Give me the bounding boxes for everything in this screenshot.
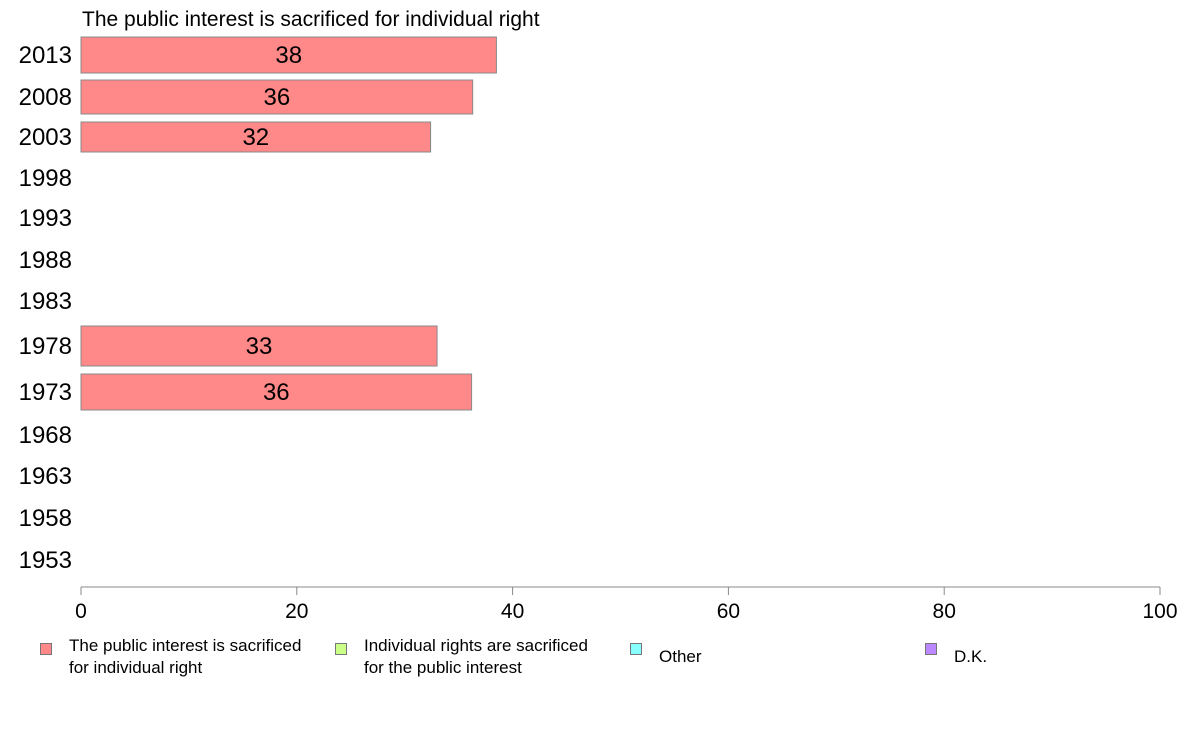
y-tick-label: 1958 (19, 505, 72, 532)
legend-item-dk: D.K. (925, 632, 987, 668)
bar-value-label: 36 (263, 379, 290, 406)
legend-label: The public interest is sacrificed for in… (69, 636, 302, 677)
legend-label: Other (659, 647, 702, 666)
y-tick-label: 1973 (19, 379, 72, 406)
legend-item-individual-rights-sacrificed: Individual rights are sacrificed for the… (335, 632, 588, 679)
y-tick-label: 1988 (19, 247, 72, 274)
x-tick-label: 0 (75, 600, 87, 623)
bar (80, 121, 432, 153)
x-tick-label: 60 (717, 600, 740, 623)
y-axis-ticks: 2013 2008 2003 1998 1993 1988 1983 1978 1973 1968… (19, 42, 72, 574)
y-tick-label: 1968 (19, 422, 72, 449)
y-tick-label: 1953 (19, 547, 72, 574)
bar-value-label: 32 (242, 124, 269, 151)
chart-title: The public interest is sacrificed for in… (82, 8, 540, 31)
legend-swatch (335, 643, 347, 655)
y-tick-label: 2003 (19, 124, 72, 151)
bar (80, 373, 473, 411)
x-tick-label: 80 (933, 600, 956, 623)
bar-value-label: 38 (275, 42, 302, 69)
bar-value-label: 33 (246, 333, 273, 360)
legend-swatch (925, 643, 937, 655)
bar (80, 79, 474, 115)
legend-swatch (40, 643, 52, 655)
y-tick-label: 2008 (19, 84, 72, 111)
legend-label: Individual rights are sacrificed for the… (364, 636, 588, 677)
bar (80, 325, 438, 367)
y-tick-label: 2013 (19, 42, 72, 69)
legend-item-other: Other (630, 632, 702, 668)
legend: The public interest is sacrificed for in… (0, 632, 1188, 692)
x-tick-label: 40 (501, 600, 524, 623)
x-axis: 0 20 40 60 80 100 (75, 586, 1178, 623)
bar-value-label: 36 (263, 84, 290, 111)
bars: 38 36 32 33 36 (80, 36, 497, 411)
y-tick-label: 1978 (19, 333, 72, 360)
y-tick-label: 1998 (19, 165, 72, 192)
legend-swatch (630, 643, 642, 655)
legend-item-public-interest-sacrificed: The public interest is sacrificed for in… (40, 632, 301, 679)
x-tick-label: 20 (285, 600, 308, 623)
y-tick-label: 1963 (19, 463, 72, 490)
bar (80, 36, 497, 74)
y-tick-label: 1993 (19, 205, 72, 232)
y-tick-label: 1983 (19, 288, 72, 315)
x-tick-label: 100 (1142, 600, 1177, 623)
legend-label: D.K. (954, 647, 988, 666)
